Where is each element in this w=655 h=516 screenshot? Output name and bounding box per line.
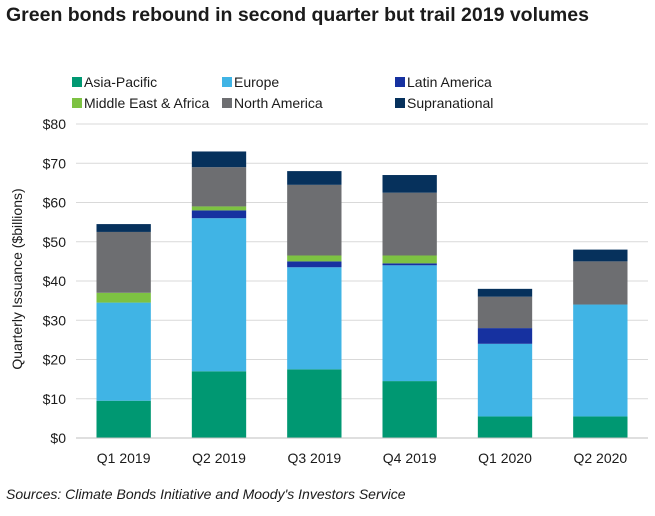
bar-segment — [96, 400, 151, 438]
y-tick-label: $10 — [43, 391, 67, 407]
bar-segment — [96, 292, 151, 303]
bar-segment — [477, 416, 533, 438]
legend-item: North America — [222, 95, 323, 111]
bar-segment — [287, 261, 342, 268]
bar-segment — [287, 267, 342, 370]
bar-segment — [382, 381, 437, 438]
axes: $0 $10 $20 $30 $40 $50 $60 $70 $80 Q1 2019 Q2 2019… — [43, 116, 648, 466]
legend-label: Middle East & Africa — [84, 95, 209, 111]
legend-swatch — [395, 77, 405, 87]
y-tick-label: $40 — [43, 273, 67, 289]
grid-lines — [76, 123, 648, 400]
bar-segment — [287, 369, 342, 438]
x-tick-label: Q3 2019 — [287, 450, 341, 466]
x-tick-label: Q1 2019 — [97, 450, 151, 466]
legend-label: Asia-Pacific — [84, 74, 157, 90]
y-tick-label: $60 — [43, 195, 67, 211]
legend-label: Europe — [234, 74, 279, 90]
legend-item: Asia-Pacific — [72, 74, 157, 90]
source-note: Sources: Climate Bonds Initiative and Mo… — [6, 486, 406, 502]
bar-segment — [382, 175, 437, 193]
bar-segment — [477, 296, 533, 329]
legend-item: Latin America — [395, 74, 492, 90]
legend-item: Europe — [222, 74, 279, 90]
bar-segment — [191, 218, 247, 372]
x-tick-label: Q4 2019 — [383, 450, 437, 466]
bar-segment — [477, 343, 533, 417]
bar-segment — [573, 249, 628, 262]
y-tick-label: $80 — [43, 116, 67, 132]
bar-segment — [191, 151, 247, 168]
bar-segment — [573, 416, 628, 438]
x-tick-label: Q2 2020 — [573, 450, 627, 466]
bar-segment — [191, 206, 247, 211]
bar-segment — [287, 255, 342, 262]
y-tick-label: $70 — [43, 155, 67, 171]
bar-segment — [477, 288, 533, 297]
x-tick-label: Q1 2020 — [478, 450, 532, 466]
chart-title: Green bonds rebound in second quarter bu… — [6, 4, 589, 26]
bar-segment — [382, 255, 437, 264]
x-tick-label: Q2 2019 — [192, 450, 246, 466]
legend-item: Middle East & Africa — [72, 95, 209, 111]
bar-segment — [573, 304, 628, 417]
bar-segment — [382, 192, 437, 256]
legend-swatch — [222, 77, 232, 87]
y-tick-label: $20 — [43, 352, 67, 368]
y-tick-label: $0 — [50, 430, 66, 446]
bars — [96, 151, 628, 438]
bar-segment — [96, 231, 151, 293]
bar-segment — [191, 371, 247, 438]
legend: Asia-Pacific Europe Latin America Middle Ea… — [72, 74, 493, 111]
legend-label: Supranational — [407, 95, 493, 111]
bar-segment — [287, 171, 342, 185]
y-tick-label: $50 — [43, 234, 67, 250]
legend-label: North America — [234, 95, 323, 111]
bar-segment — [382, 265, 437, 382]
y-tick-label: $30 — [43, 312, 67, 328]
bar-segment — [477, 328, 533, 344]
legend-swatch — [72, 77, 82, 87]
legend-item: Supranational — [395, 95, 493, 111]
legend-label: Latin America — [407, 74, 492, 90]
bar-segment — [191, 210, 247, 219]
y-axis-label: Quarterly Issuance ($billions) — [9, 188, 25, 369]
bar-segment — [382, 263, 437, 266]
bar-segment — [287, 184, 342, 256]
legend-swatch — [395, 98, 405, 108]
bar-segment — [96, 224, 151, 232]
legend-swatch — [222, 98, 232, 108]
bar-segment — [191, 167, 247, 207]
bar-segment — [96, 302, 151, 401]
legend-swatch — [72, 98, 82, 108]
bar-segment — [573, 261, 628, 305]
